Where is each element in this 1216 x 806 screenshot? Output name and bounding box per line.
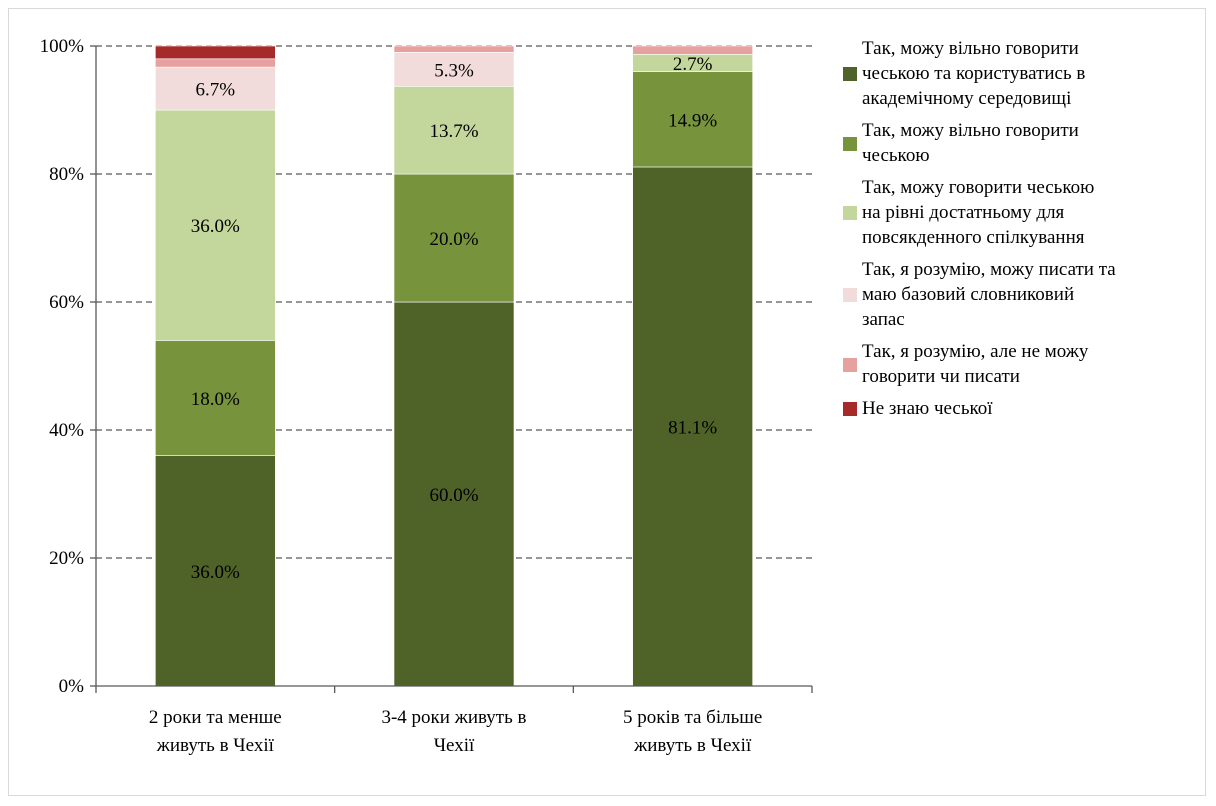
bar-segment <box>632 71 753 168</box>
legend-item: Так, я розумію, можу писати та маю базови… <box>838 257 1200 332</box>
legend-label: Так, можу вільно говорити <box>862 120 1079 141</box>
category-label: 5 років та більше <box>623 707 762 728</box>
legend-swatch <box>843 358 857 372</box>
category-label: живуть в Чехії <box>633 735 752 756</box>
y-tick-label: 20% <box>49 548 84 569</box>
data-label: 6.7% <box>196 80 236 101</box>
legend-label: Не знаю чеської <box>862 398 993 419</box>
bar-segment <box>155 455 276 687</box>
axes: 0% 20% 40% 60% 80% 100% 2 роки та менше живуть … <box>40 36 813 756</box>
legend-swatch <box>843 137 857 151</box>
legend-item: Так, можу говорити чеською на рівні доста… <box>838 175 1200 250</box>
bar-segment <box>632 166 753 687</box>
bar-segment <box>155 109 276 341</box>
legend-label: на рівні достатньому для <box>862 202 1065 223</box>
chart-legend: Так, можу вільно говорити чеською та кори… <box>838 36 1200 428</box>
bar-segment <box>155 58 276 68</box>
legend-label: чеською <box>862 145 930 166</box>
legend-label: запас <box>862 309 905 330</box>
legend-label: чеською та користуватись в <box>862 63 1086 84</box>
data-label: 81.1% <box>668 417 717 438</box>
legend-label: повсякденного спілкування <box>862 227 1085 248</box>
y-tick-label: 60% <box>49 292 84 313</box>
data-label: 2.7% <box>673 54 713 75</box>
bar-segment <box>155 45 276 60</box>
category-label: Чехії <box>434 735 475 756</box>
bar-segment <box>393 45 515 53</box>
data-label: 36.0% <box>191 216 240 237</box>
legend-label: Так, я розумію, але не можу <box>862 341 1089 362</box>
legend-label: Так, я розумію, можу писати та <box>862 259 1116 280</box>
bar-segment <box>393 52 515 87</box>
legend-label: Так, можу вільно говорити <box>862 38 1079 59</box>
data-label: 13.7% <box>429 121 478 142</box>
data-label: 60.0% <box>429 485 478 506</box>
legend-swatch <box>843 67 857 81</box>
y-tick-label: 80% <box>49 164 84 185</box>
bar-segment <box>155 66 276 111</box>
legend-label: маю базовий словниковий <box>862 284 1075 305</box>
legend-label: говорити чи писати <box>862 366 1020 387</box>
legend-label: Так, можу говорити чеською <box>862 177 1095 198</box>
data-label: 36.0% <box>191 562 240 583</box>
category-label: 3-4 роки живуть в <box>381 707 526 728</box>
bar-segment <box>393 301 515 687</box>
category-label: живуть в Чехії <box>156 735 275 756</box>
legend-item: Так, я розумію, але не можу говорити чи п… <box>838 339 1200 389</box>
legend-swatch <box>843 206 857 220</box>
bar-segment <box>632 45 753 55</box>
legend-item: Не знаю чеської <box>838 396 1200 421</box>
bar-segment <box>393 173 515 303</box>
data-labels: 36.0% 18.0% 36.0% 6.7% 60.0% 20.0% 13.7% 5.3% 81… <box>191 54 718 583</box>
legend-swatch <box>843 288 857 302</box>
data-label: 5.3% <box>434 60 474 81</box>
y-tick-label: 0% <box>59 676 85 697</box>
legend-item: Так, можу вільно говорити чеською <box>838 118 1200 168</box>
legend-item: Так, можу вільно говорити чеською та кори… <box>838 36 1200 111</box>
data-label: 20.0% <box>429 229 478 250</box>
y-tick-label: 40% <box>49 420 84 441</box>
legend-label: академічному середовищі <box>862 88 1072 109</box>
y-tick-label: 100% <box>40 36 85 57</box>
legend-swatch <box>843 402 857 416</box>
data-label: 14.9% <box>668 110 717 131</box>
data-label: 18.0% <box>191 389 240 410</box>
category-label: 2 роки та менше <box>149 707 282 728</box>
bars <box>155 45 753 687</box>
